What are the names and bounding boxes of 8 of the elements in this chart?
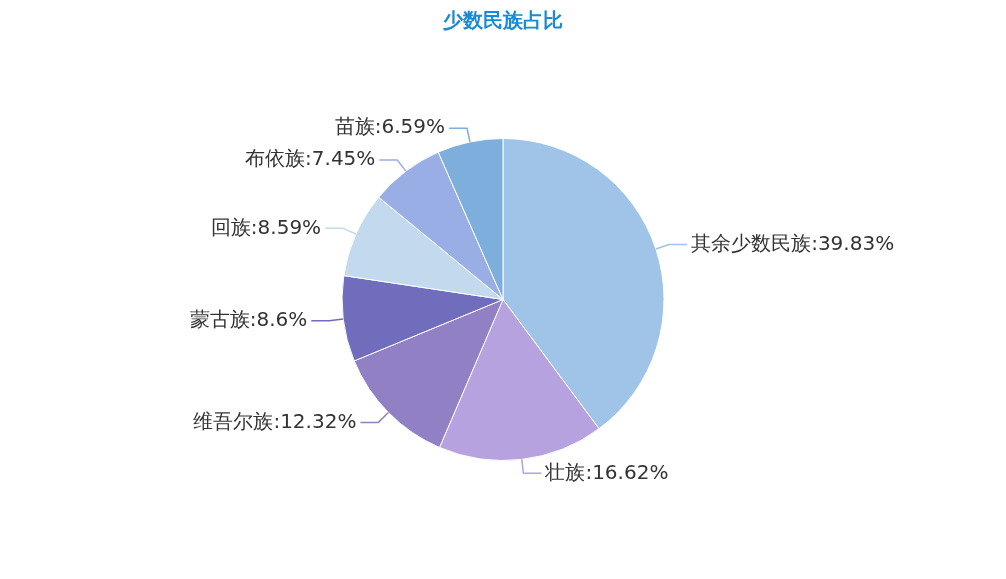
slice-label: 苗族:6.59% [334,114,446,139]
slice-label: 布依族:7.45% [245,146,376,171]
slice-label: 维吾尔族:12.32% [193,408,357,433]
chart-title: 少数民族占比 [442,8,564,34]
slice-label: 其余少数民族:39.83% [691,230,895,255]
slice-label: 壮族:16.62% [544,459,669,484]
slice-label: 回族:8.59% [210,214,322,239]
slice-label: 蒙古族:8.6% [189,306,308,331]
